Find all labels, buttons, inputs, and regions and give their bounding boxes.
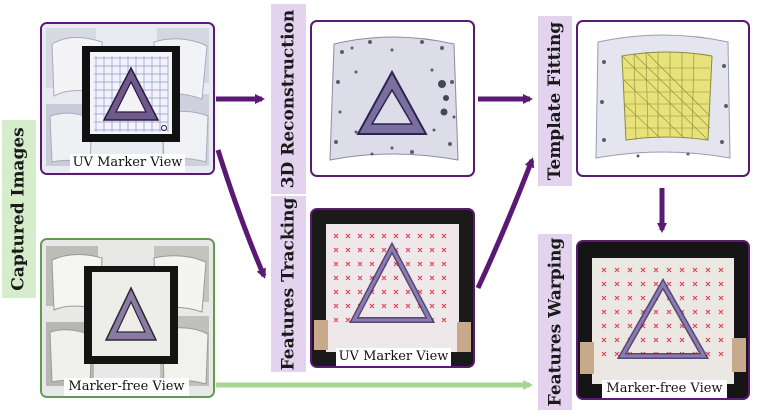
warping-marker-free-caption: Marker-free View bbox=[602, 380, 727, 398]
tracking-label: Features Tracking bbox=[271, 196, 306, 372]
uv-marker-view-caption: UV Marker View bbox=[70, 154, 185, 172]
tracking-image bbox=[312, 210, 473, 366]
marker-free-view-caption: Marker-free View bbox=[64, 378, 189, 396]
tracking-panel: UV Marker View bbox=[310, 208, 475, 368]
captured-images-label: Captured Images bbox=[2, 120, 36, 298]
marker-free-views-image bbox=[42, 240, 213, 396]
warping-label: Features Warping bbox=[538, 234, 572, 410]
marker-free-views-panel: Marker-free View bbox=[40, 238, 215, 398]
reconstruction-point-cloud bbox=[329, 36, 459, 161]
fitting-panel bbox=[576, 20, 750, 177]
fitting-label: Template Fitting bbox=[538, 16, 572, 186]
warping-panel: Marker-free View bbox=[576, 240, 750, 400]
arrow-tracking-to-fitting bbox=[475, 157, 535, 290]
uv-marker-views-panel: UV Marker View bbox=[40, 22, 215, 175]
tracking-uv-caption: UV Marker View bbox=[336, 348, 451, 366]
warping-image bbox=[578, 242, 748, 398]
uv-marker-views-image bbox=[42, 24, 213, 173]
reconstruction-label: 3D Reconstruction bbox=[271, 4, 306, 194]
reconstruction-panel bbox=[310, 20, 475, 177]
template-fitting-mesh bbox=[595, 34, 731, 159]
arrow-to-tracking bbox=[215, 149, 267, 279]
